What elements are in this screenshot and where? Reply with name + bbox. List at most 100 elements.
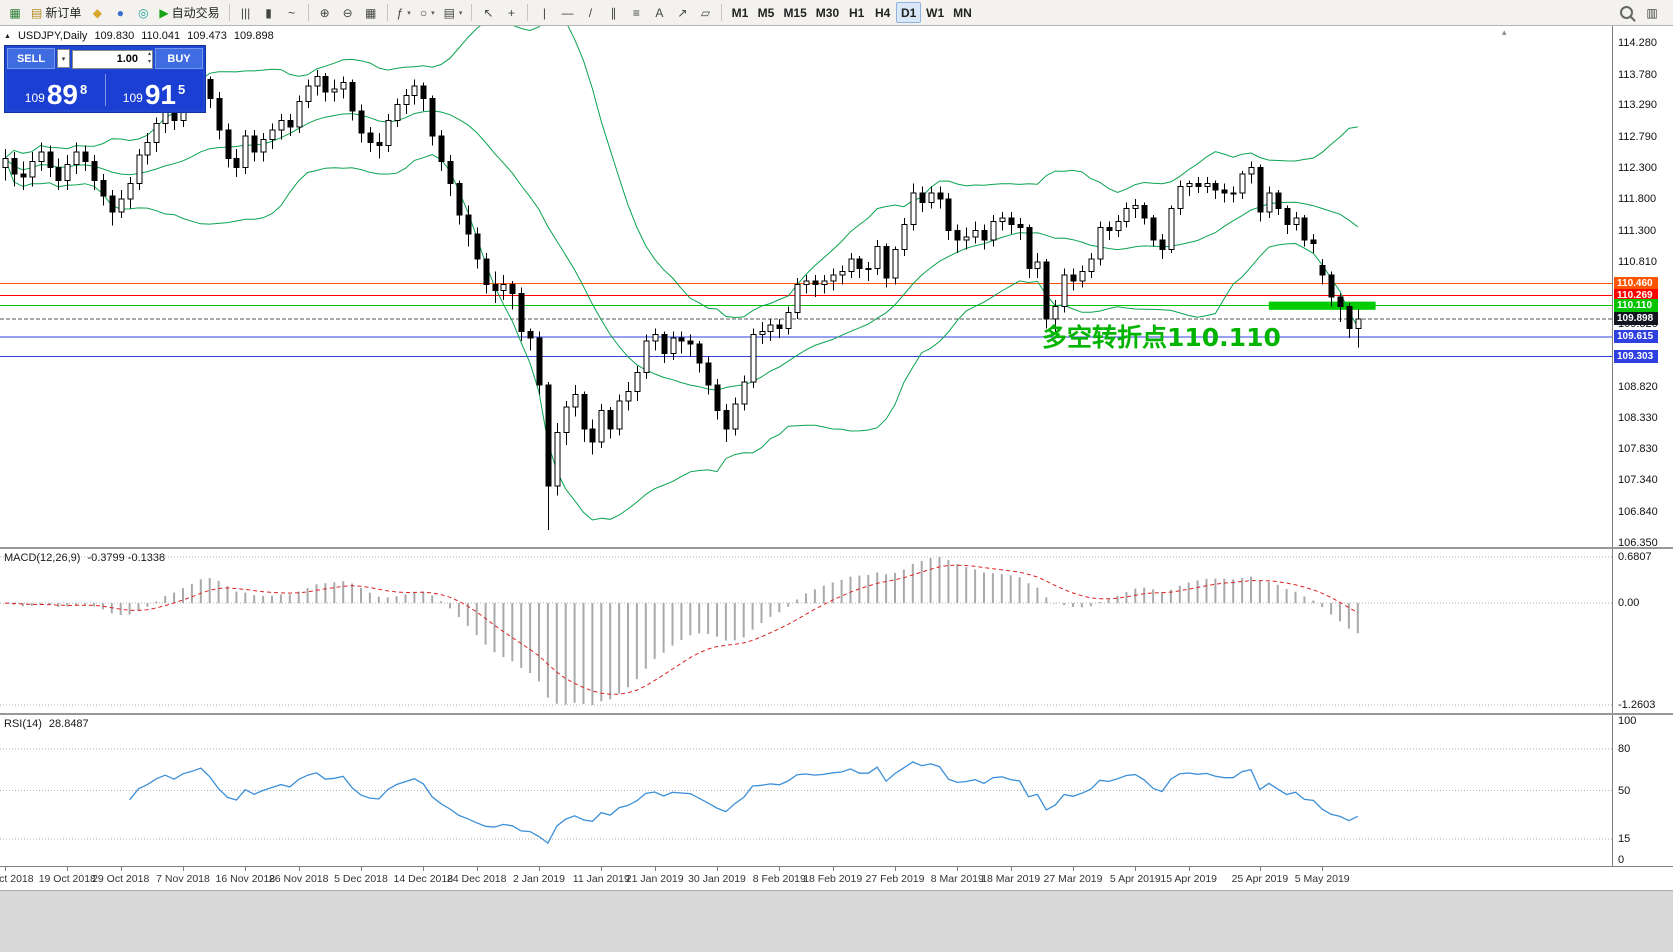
date-axis-label: 21 Jan 2019 [625,873,684,885]
panel-splitter[interactable] [0,713,1673,715]
price-axis-label: 106.840 [1618,505,1658,518]
chevron-down-icon: ▾ [61,55,66,63]
price-axis-label: 111.800 [1618,193,1657,206]
shapes-icon[interactable]: ▱ [694,2,716,23]
buy-button[interactable]: BUY [155,48,203,69]
price-axis[interactable]: 114.280 113.780 113.290 112.790 112.300 111.8… [1612,26,1673,547]
chevron-down-icon: ▾ [147,59,151,65]
tf-mn[interactable]: MN [949,2,976,23]
date-axis-label: 5 Apr 2019 [1109,873,1161,885]
date-axis-label: 11 Jan 2019 [572,873,630,885]
date-axis-label: 16 Nov 2018 [215,873,276,885]
indicators-icon[interactable]: ƒ ▾ [393,2,415,23]
autotrading-button[interactable]: ▶ 自动交易 [155,2,223,23]
new-chart-icon[interactable]: ◆ [86,2,108,23]
date-tick [298,867,300,871]
macd-axis-label: 0.6807 [1618,551,1652,563]
periods-icon[interactable]: ○ ▾ [416,2,439,23]
main-chart-plot[interactable] [0,26,1612,547]
tf-w1[interactable]: W1 [922,2,948,23]
zoom-in-icon[interactable]: ⊕ [314,2,336,23]
date-tick [423,867,425,871]
arrow-icon: ↗ [677,5,688,20]
trendline-icon[interactable]: / [579,2,601,23]
tf-h4[interactable]: H4 [870,2,895,23]
toolbar-separator [527,4,529,21]
refresh-icon[interactable]: ◎ [132,2,154,23]
horizontal-line-icon[interactable]: — [556,2,578,23]
chart-high: 110.041 [141,30,181,42]
app-icon: ▦ [9,5,21,20]
chart-shift-marker[interactable]: ▴ [1502,27,1507,37]
candlestick-chart-icon: ▮ [265,5,272,20]
text-icon[interactable]: A [648,2,670,23]
macd-plot[interactable] [0,549,1612,713]
tf-m5[interactable]: M5 [753,2,778,23]
bar-chart-icon[interactable]: ||| [235,2,257,23]
tf-d1[interactable]: D1 [896,2,922,23]
vertical-line-icon[interactable]: | [533,2,555,23]
search-icon[interactable] [1615,2,1637,23]
tf-m15[interactable]: M15 [779,2,810,23]
search-icon [1619,6,1633,19]
tf-m1[interactable]: M1 [727,2,752,23]
rsi-plot[interactable] [0,715,1612,866]
fibonacci-icon: ≡ [632,5,640,20]
windows-icon[interactable]: ▥ [1641,2,1663,23]
order-type-dropdown[interactable]: ▾ [57,49,70,68]
sell-price[interactable]: 109 89 8 [7,70,105,110]
volume-stepper[interactable]: ▴ ▾ [148,50,151,66]
cursor-icon: ↖ [483,5,494,20]
chart-title-marker-icon: ▲ [4,32,11,40]
price-axis-label: 111.300 [1618,224,1657,237]
macd-axis[interactable]: 0.6807 0.00 -1.2603 [1612,549,1673,713]
panel-splitter[interactable] [0,547,1673,549]
date-axis-label: 5 May 2019 [1294,873,1350,885]
buy-price-small: 109 [122,91,143,105]
zoom-out-icon[interactable]: ⊖ [337,2,359,23]
tf-m30[interactable]: M30 [812,2,843,23]
new-order-button[interactable]: ▤ 新订单 [27,2,85,23]
tile-windows-icon[interactable]: ▦ [360,2,382,23]
volume-input[interactable] [72,49,153,69]
tf-m30-label: M30 [815,5,840,20]
date-tick [601,867,603,871]
sell-button[interactable]: SELL [7,48,55,69]
date-tick [1073,867,1074,871]
windows-icon: ▥ [1646,5,1658,20]
candlestick-chart-icon[interactable]: ▮ [258,2,280,23]
horizontal-line-icon: — [561,5,574,20]
fibonacci-icon[interactable]: ≡ [625,2,647,23]
templates-icon[interactable]: ▤ ▾ [440,2,467,23]
refresh-icon: ◎ [138,5,149,20]
bar-chart-icon: ||| [240,5,251,20]
chart-symbol: USDJPY,Daily [17,30,88,42]
macd-values: -0.3799 -0.1338 [87,552,166,564]
arrow-icon[interactable]: ↗ [671,2,693,23]
date-tick [895,867,896,871]
quote-divider [105,74,106,106]
line-chart-icon[interactable]: ~ [281,2,303,23]
tf-h1[interactable]: H1 [844,2,869,23]
channel-icon[interactable]: ∥ [602,2,624,23]
tf-m15-label: M15 [783,5,807,20]
profiles-icon[interactable]: ● [109,2,131,23]
date-axis-label: 19 Oct 2018 [38,873,96,885]
date-axis-label: 2 Jan 2019 [513,873,565,885]
date-tick [183,867,184,871]
rsi-axis-label: 0 [1618,854,1625,866]
crosshair-icon[interactable]: + [500,2,522,23]
buy-price[interactable]: 109 91 5 [105,70,203,110]
date-axis-label: 25 Apr 2019 [1231,873,1289,885]
rsi-axis[interactable]: 100 80 50 15 0 [1612,715,1673,866]
price-axis-label: 113.780 [1618,68,1657,81]
date-tick [1188,867,1190,871]
cursor-icon[interactable]: ↖ [477,2,499,23]
app-icon[interactable]: ▦ [4,2,26,23]
annotation-text[interactable]: 多空转折点110.110 [1042,323,1281,352]
date-tick [654,867,656,871]
date-tick [476,867,478,871]
price-axis-label: 107.340 [1618,474,1658,487]
tf-mn-label: MN [953,5,972,20]
